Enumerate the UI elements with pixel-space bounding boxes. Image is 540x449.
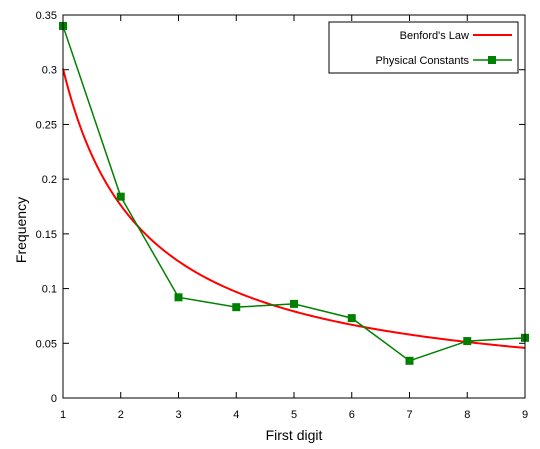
data-point-physical-constants <box>232 303 241 312</box>
y-tick-label: 0.05 <box>36 338 57 350</box>
data-point-physical-constants <box>290 299 298 308</box>
x-tick-label: 9 <box>522 409 528 421</box>
series-line-benfords-law <box>62 68 526 349</box>
data-point-physical-constants <box>174 293 183 302</box>
legend-label-physical-constants: Physical Constants <box>375 55 469 67</box>
y-tick-label: 0.3 <box>42 65 57 77</box>
x-tick-label: 6 <box>349 409 355 421</box>
x-tick-label: 2 <box>118 409 124 421</box>
y-tick-label: 0.1 <box>42 284 57 296</box>
y-axis-ticks: 0 0.05 0.1 0.15 0.2 0.25 0.3 0.35 <box>36 10 525 405</box>
legend-marker-physical-constants <box>488 56 496 64</box>
y-tick-label: 0 <box>51 393 57 405</box>
x-tick-label: 7 <box>406 409 412 421</box>
x-tick-label: 4 <box>233 409 239 421</box>
x-tick-label: 3 <box>175 409 181 421</box>
legend-box <box>328 21 519 74</box>
x-tick-label: 5 <box>291 409 297 421</box>
data-point-physical-constants <box>347 314 356 323</box>
data-point-physical-constants <box>405 356 414 365</box>
y-tick-label: 0.15 <box>36 229 57 241</box>
y-tick-label: 0.25 <box>36 119 57 131</box>
y-tick-label: 0.2 <box>42 174 57 186</box>
data-point-physical-constants <box>116 192 125 201</box>
y-axis-title: Frequency <box>13 197 29 263</box>
x-axis-title: First digit <box>266 427 323 443</box>
legend: Benford's Law Physical Constants <box>328 21 519 74</box>
x-tick-label: 8 <box>464 409 470 421</box>
y-tick-label: 0.35 <box>36 10 57 22</box>
data-point-physical-constants <box>463 337 472 346</box>
plot-frame <box>62 14 526 399</box>
legend-label-benfords-law: Benford's Law <box>400 30 469 42</box>
x-tick-label: 1 <box>60 409 66 421</box>
